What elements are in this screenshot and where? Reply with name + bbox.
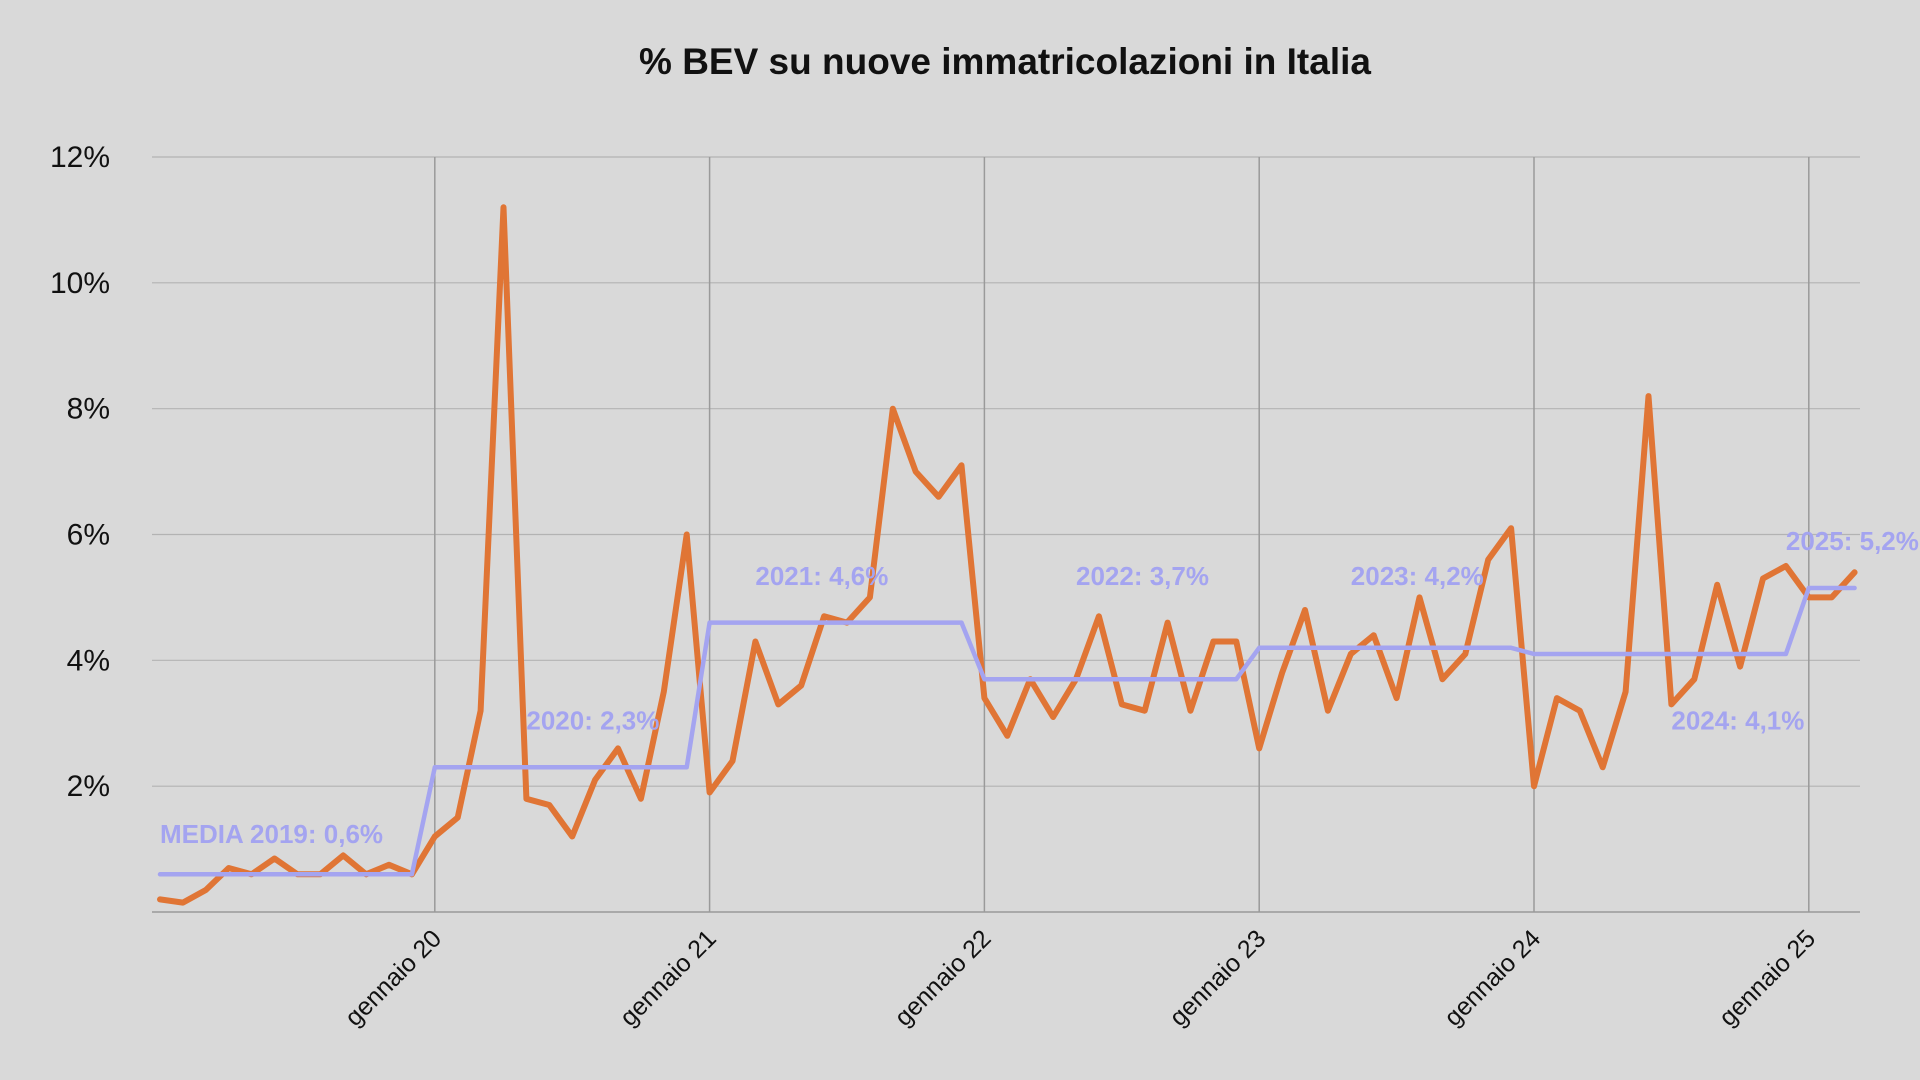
y-tick-label: 2%	[67, 770, 110, 803]
x-tick-label: gennaio 24	[1439, 924, 1546, 1031]
x-tick-label: gennaio 21	[615, 924, 722, 1031]
annotation-label: 2023: 4,2%	[1351, 561, 1484, 591]
y-axis-tick-labels: 2% 4% 6% 8% 10% 12%	[50, 141, 110, 803]
series-line-yearly-average	[157, 585, 1857, 877]
x-axis-tick-labels: gennaio 20 gennaio 21 gennaio 22 gennaio 23…	[340, 924, 1821, 1031]
vertical-gridlines	[434, 157, 1810, 912]
annotations: MEDIA 2019: 0,6% 2020: 2,3% 2021: 4,6% 2022…	[160, 526, 1919, 849]
x-tick-label: gennaio 22	[889, 924, 996, 1031]
annotation-label: 2021: 4,6%	[755, 561, 888, 591]
chart-title: % BEV su nuove immatricolazioni in Itali…	[639, 41, 1371, 82]
horizontal-gridlines	[152, 156, 1860, 787]
x-tick-label: gennaio 23	[1164, 924, 1271, 1031]
annotation-label: 2020: 2,3%	[526, 706, 659, 736]
x-tick-label: gennaio 25	[1714, 924, 1821, 1031]
annotation-label: 2025: 5,2%	[1786, 526, 1919, 556]
annotation-label: 2022: 3,7%	[1076, 561, 1209, 591]
y-tick-label: 8%	[67, 393, 110, 426]
y-tick-label: 12%	[50, 141, 110, 174]
y-tick-label: 6%	[67, 519, 110, 552]
annotation-label: MEDIA 2019: 0,6%	[160, 819, 383, 849]
series-line-monthly	[157, 204, 1858, 906]
x-tick-label: gennaio 20	[340, 924, 447, 1031]
annotation-label: 2024: 4,1%	[1671, 706, 1804, 736]
y-tick-label: 10%	[50, 267, 110, 300]
y-tick-label: 4%	[67, 644, 110, 677]
series-lines	[157, 204, 1858, 906]
